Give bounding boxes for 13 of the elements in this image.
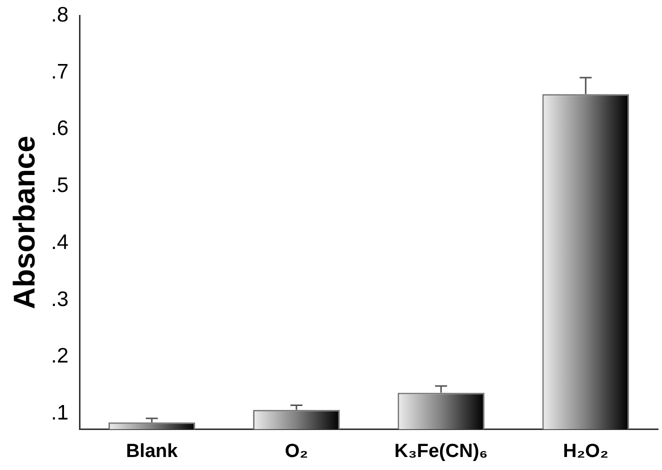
x-tick-label: K₃Fe(CN)₆ — [394, 440, 488, 462]
y-axis-title: Absorbance — [8, 136, 42, 310]
x-tick-label: Blank — [126, 440, 178, 462]
y-tick-label: .2 — [51, 344, 69, 368]
y-tick-label: .3 — [51, 288, 69, 311]
y-tick-label: .6 — [51, 117, 69, 140]
y-tick-label: .4 — [51, 230, 69, 254]
y-tick-label: .8 — [51, 3, 69, 26]
x-tick-label: O₂ — [284, 440, 308, 462]
y-tick-label: .7 — [51, 60, 69, 84]
y-tick-label: .5 — [51, 174, 69, 198]
x-tick-label: H₂O₂ — [562, 440, 608, 462]
y-tick-label: .1 — [51, 402, 69, 425]
